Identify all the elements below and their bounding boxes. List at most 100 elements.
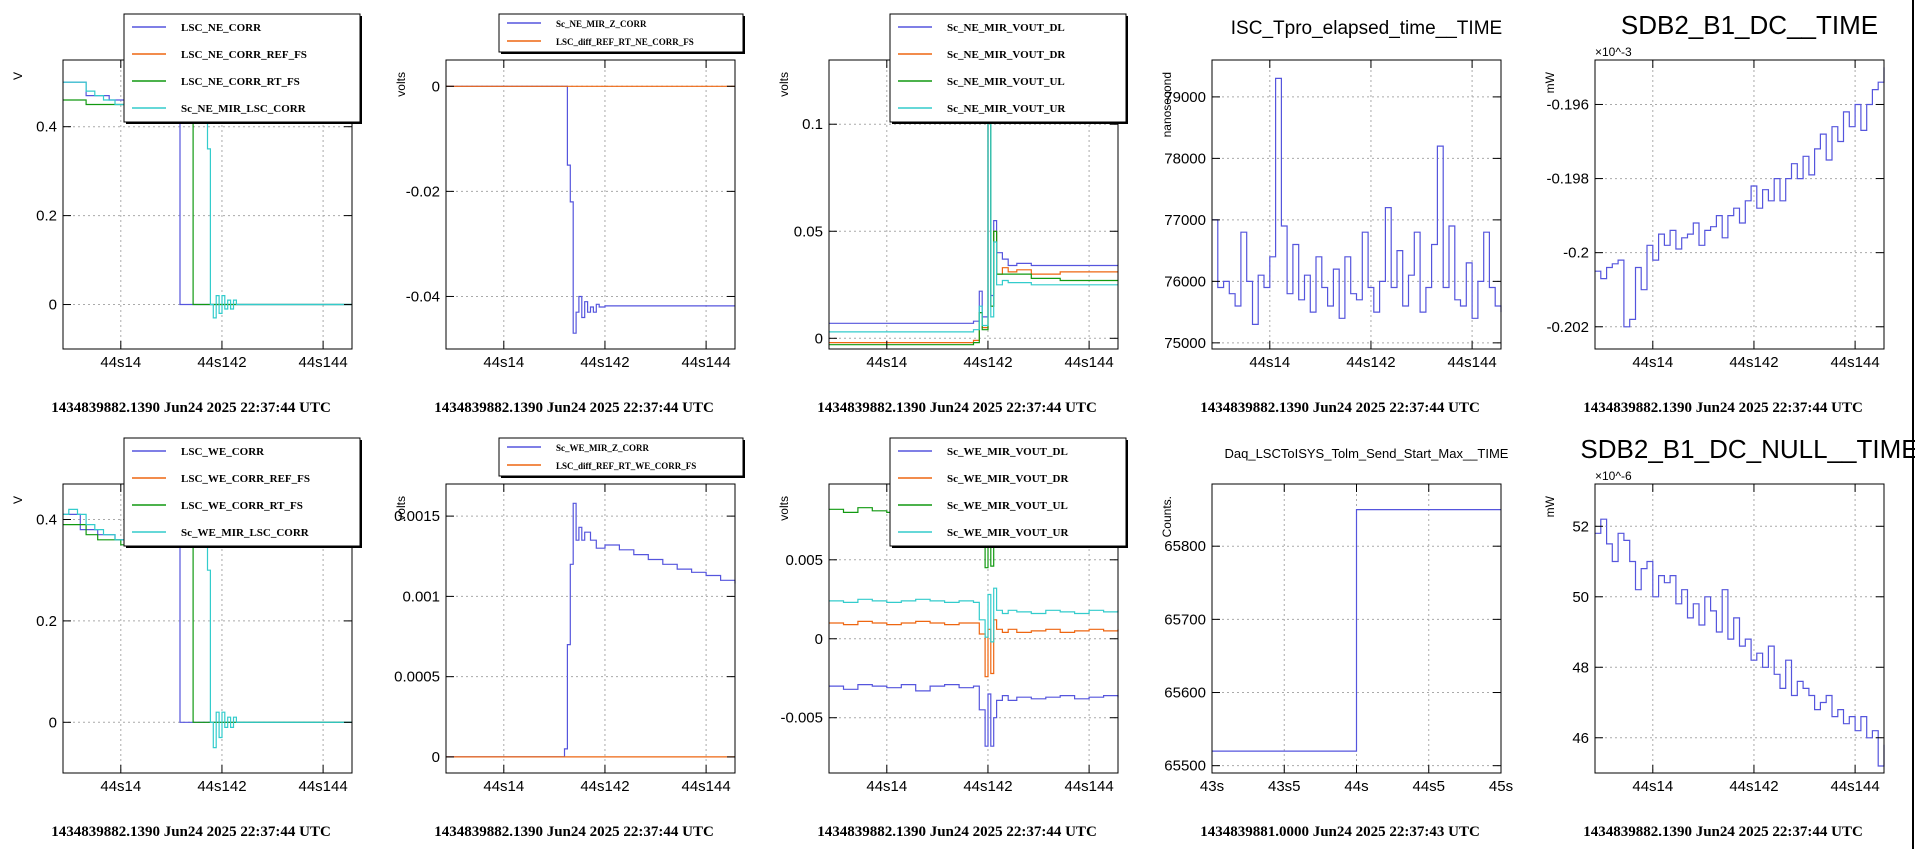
plot-area xyxy=(1212,60,1501,349)
plot-area xyxy=(1595,60,1884,349)
y-tick-label: 65700 xyxy=(1164,611,1206,628)
series-line xyxy=(1595,518,1885,767)
y-axis-label: volts xyxy=(394,72,408,97)
legend-label: Sc_NE_MIR_VOUT_UL xyxy=(947,76,1065,88)
y-tick-label: -0.198 xyxy=(1546,171,1589,188)
y-tick-label: -0.02 xyxy=(406,183,440,200)
y-axis-label: V xyxy=(11,72,25,80)
timestamp-caption: 1434839882.1390 Jun24 2025 22:37:44 UTC xyxy=(434,400,714,416)
legend-label: Sc_WE_MIR_Z_CORR xyxy=(556,443,650,453)
legend-label: LSC_WE_CORR_REF_FS xyxy=(181,473,310,485)
y-tick-label: 0 xyxy=(432,78,440,95)
x-tick-label: 44s144 xyxy=(681,354,730,371)
x-tick-label: 44s142 xyxy=(197,778,246,795)
chart-svg: 46 48 50 52 44s14 44s142 44s144 mW ×10^-6 SDB2_B1… xyxy=(1543,434,1915,840)
chart-panel-8: -0.005 0 0.005 44s14 44s142 44s144 volts Sc_WE_… xyxy=(766,424,1149,848)
x-tick-label: 44s144 xyxy=(1064,778,1113,795)
series-line-Sc_NE_MIR_VOUT_UL xyxy=(829,91,1118,346)
timestamp-caption: 1434839882.1390 Jun24 2025 22:37:44 UTC xyxy=(51,824,331,840)
legend-label: Sc_NE_MIR_VOUT_DR xyxy=(947,49,1066,61)
chart-svg: -0.005 0 0.005 44s14 44s142 44s144 volts Sc_WE_… xyxy=(777,437,1128,840)
y-axis-label: Counts. xyxy=(1160,496,1174,537)
timestamp-caption: 1434839881.0000 Jun24 2025 22:37:43 UTC xyxy=(1200,824,1480,840)
legend-label: Sc_WE_MIR_VOUT_UL xyxy=(947,500,1068,512)
y-tick-label: 0 xyxy=(815,330,823,347)
y-tick-label: 76000 xyxy=(1164,273,1206,290)
legend-box xyxy=(123,437,361,547)
chart-svg: -0.04 -0.02 0 44s14 44s142 44s144 volts Sc_NE_M… xyxy=(394,13,745,416)
y-tick-label: 65800 xyxy=(1164,538,1206,555)
y-tick-label: -0.005 xyxy=(780,710,823,727)
y-tick-label: 0.0005 xyxy=(394,669,440,686)
legend-label: LSC_WE_CORR xyxy=(181,446,265,458)
chart-panel-1: 0 0.2 0.4 44s14 44s142 44s144 V LSC_NE_CORR LSC_… xyxy=(0,0,383,424)
chart-svg: 65500 65600 65700 65800 43s 43s5 44s 44s5 45s Cou… xyxy=(1160,446,1513,840)
y-tick-label: 0.2 xyxy=(36,613,57,630)
y-tick-label: 0.2 xyxy=(36,208,57,225)
legend-label: Sc_WE_MIR_VOUT_DL xyxy=(947,446,1068,458)
series-line xyxy=(1212,77,1502,325)
legend-label: Sc_WE_MIR_VOUT_UR xyxy=(947,527,1069,539)
timestamp-caption: 1434839882.1390 Jun24 2025 22:37:44 UTC xyxy=(1583,824,1863,840)
x-tick-label: 44s14 xyxy=(100,778,141,795)
x-tick-label: 44s142 xyxy=(197,354,246,371)
plot-frame xyxy=(1211,59,1502,350)
y-axis-label: mW xyxy=(1543,71,1557,93)
series-line xyxy=(1595,67,1885,328)
chart-panel-10: 46 48 50 52 44s14 44s142 44s144 mW ×10^-6 SDB2_B1… xyxy=(1532,424,1915,848)
x-tick-label: 44s xyxy=(1344,778,1368,795)
legend-label: LSC_NE_CORR_REF_FS xyxy=(181,49,307,61)
chart-panel-9: 65500 65600 65700 65800 43s 43s5 44s 44s5 45s Cou… xyxy=(1149,424,1532,848)
x-tick-label: 45s xyxy=(1489,778,1513,795)
x-tick-label: 44s144 xyxy=(298,354,347,371)
y-tick-label: 0.4 xyxy=(36,511,57,528)
x-tick-label: 44s142 xyxy=(1346,354,1395,371)
x-tick-label: 44s14 xyxy=(866,354,907,371)
y-tick-label: 0.1 xyxy=(802,116,823,133)
y-tick-label: 0 xyxy=(49,297,57,314)
timestamp-caption: 1434839882.1390 Jun24 2025 22:37:44 UTC xyxy=(1200,400,1480,416)
y-tick-label: 65600 xyxy=(1164,685,1206,702)
chart-svg: 75000 76000 77000 78000 79000 44s14 44s142 44s1… xyxy=(1160,18,1502,416)
legend-box xyxy=(498,437,744,477)
y-tick-label: -0.04 xyxy=(406,288,440,305)
x-tick-label: 44s14 xyxy=(483,354,524,371)
timestamp-caption: 1434839882.1390 Jun24 2025 22:37:44 UTC xyxy=(51,400,331,416)
legend-box xyxy=(889,13,1127,123)
y-tick-label: 0 xyxy=(432,749,440,766)
x-tick-label: 44s142 xyxy=(580,778,629,795)
chart-panel-2: -0.04 -0.02 0 44s14 44s142 44s144 volts Sc_NE_M… xyxy=(383,0,766,424)
chart-svg: 0 0.2 0.4 44s14 44s142 44s144 V LSC_WE_CORR LSC_… xyxy=(11,437,362,840)
series-line-Sc_WE_MIR_Z_CORR xyxy=(446,502,736,758)
x-tick-label: 43s xyxy=(1200,778,1224,795)
y-axis-label: V xyxy=(11,496,25,504)
x-tick-label: 44s14 xyxy=(1632,778,1673,795)
x-tick-label: 44s144 xyxy=(1064,354,1113,371)
legend-label: Sc_WE_MIR_VOUT_DR xyxy=(947,473,1069,485)
y-axis-label: volts xyxy=(394,496,408,521)
timestamp-caption: 1434839882.1390 Jun24 2025 22:37:44 UTC xyxy=(817,400,1097,416)
y-axis-label: volts xyxy=(777,72,791,97)
plot-frame xyxy=(1594,483,1885,774)
x-tick-label: 44s5 xyxy=(1412,778,1445,795)
y-tick-label: 78000 xyxy=(1164,150,1206,167)
x-tick-label: 44s144 xyxy=(1830,778,1879,795)
legend-label: Sc_NE_MIR_Z_CORR xyxy=(556,19,647,29)
x-tick-label: 44s144 xyxy=(1447,354,1496,371)
x-tick-label: 44s14 xyxy=(483,778,524,795)
x-tick-label: 44s142 xyxy=(963,778,1012,795)
series-line-Sc_WE_MIR_VOUT_DL xyxy=(829,684,1119,747)
legend-box xyxy=(889,437,1127,547)
chart-title: ISC_Tpro_elapsed_time__TIME xyxy=(1231,18,1502,39)
plot-area xyxy=(446,484,735,773)
timestamp-caption: 1434839882.1390 Jun24 2025 22:37:44 UTC xyxy=(1583,400,1863,416)
series-line-Sc_WE_MIR_VOUT_DR xyxy=(829,619,1119,678)
x-tick-label: 44s142 xyxy=(963,354,1012,371)
y-tick-label: 0 xyxy=(815,631,823,648)
legend-label: LSC_WE_CORR_RT_FS xyxy=(181,500,303,512)
series-line-Sc_NE_MIR_Z_CORR xyxy=(446,85,735,334)
chart-svg: 0 0.0005 0.001 0.0015 44s14 44s142 44s144 volts… xyxy=(394,437,745,840)
x-tick-label: 44s14 xyxy=(1249,354,1290,371)
legend-label: LSC_diff_REF_RT_WE_CORR_FS xyxy=(556,461,696,471)
legend-label: Sc_WE_MIR_LSC_CORR xyxy=(181,527,310,539)
